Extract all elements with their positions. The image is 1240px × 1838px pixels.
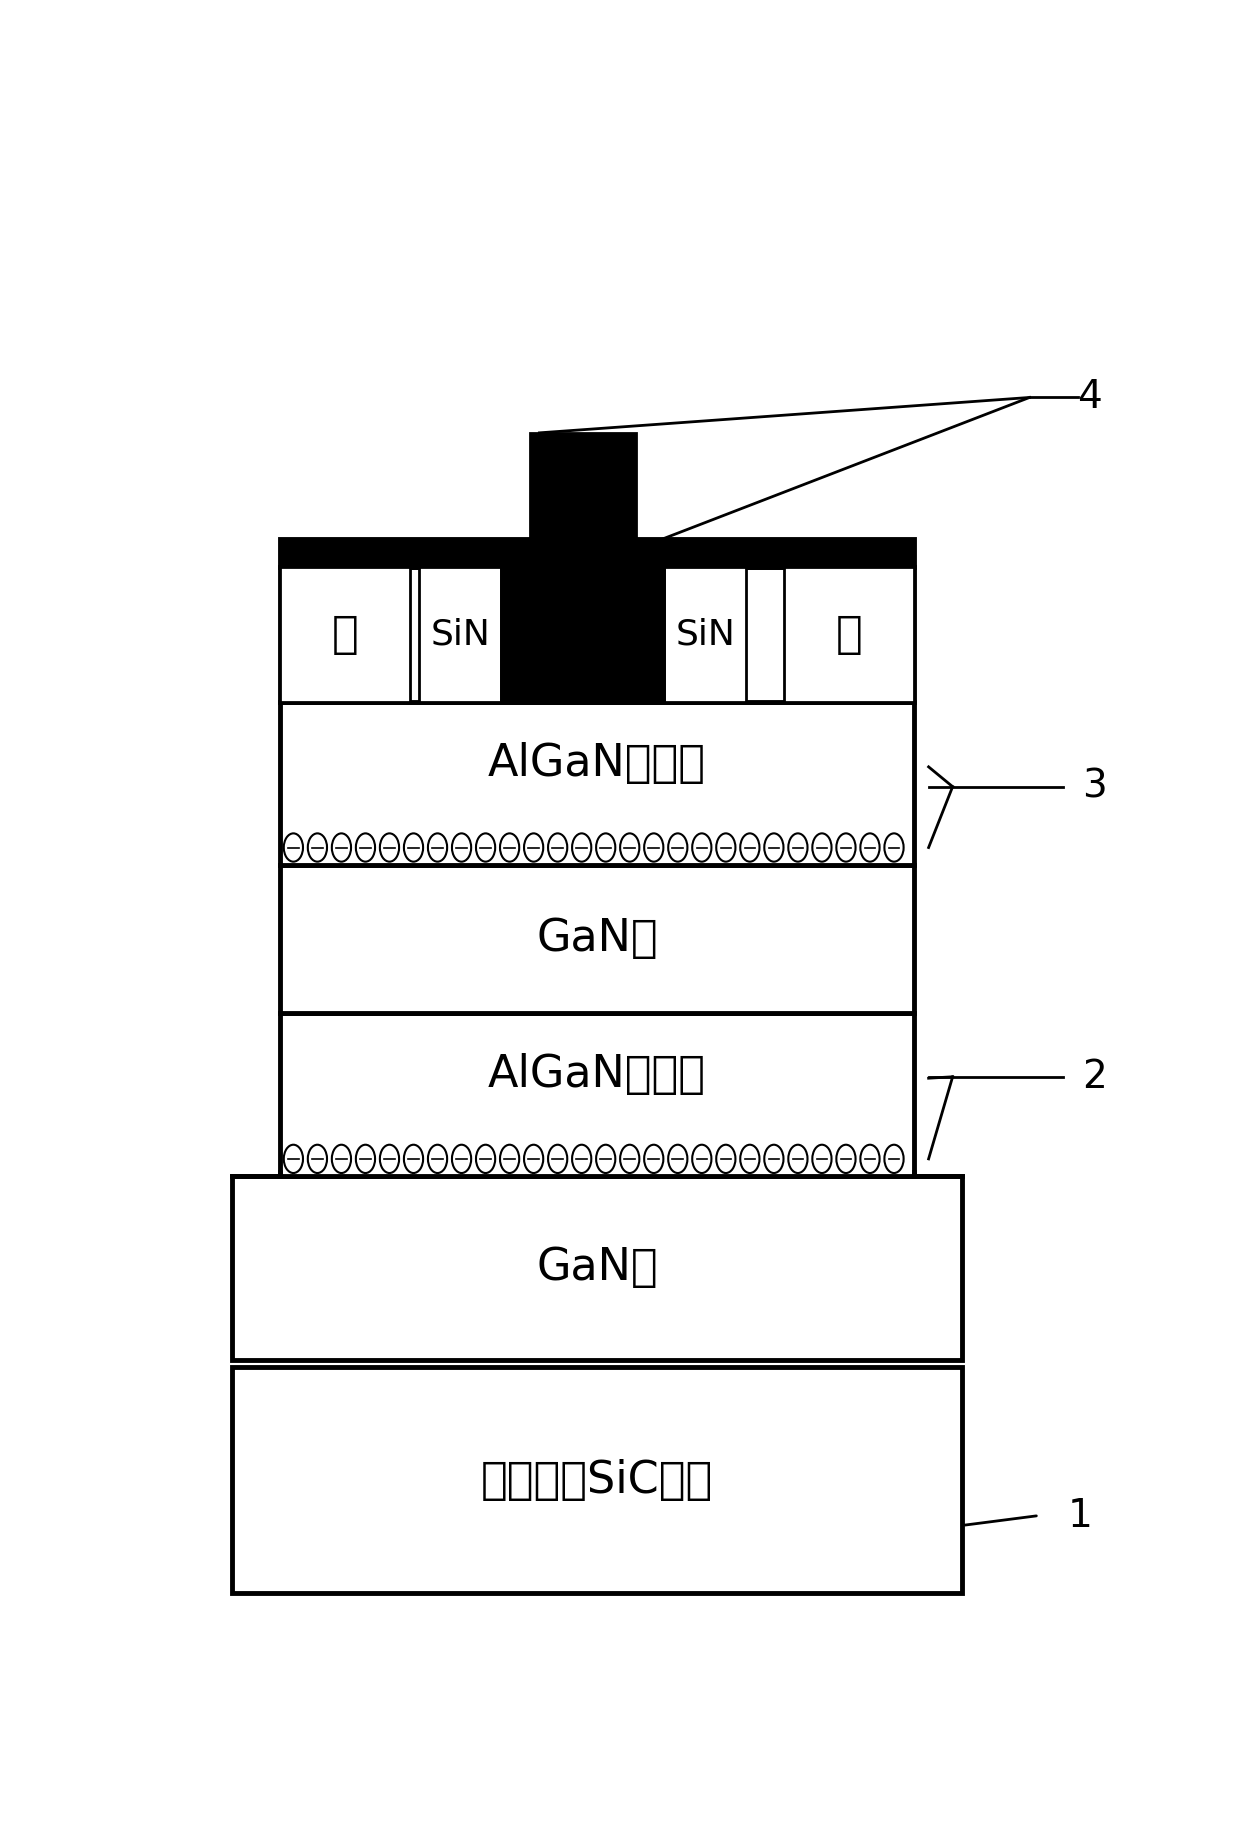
Text: AlGaN势垒层: AlGaN势垒层 [489,1053,706,1097]
Bar [419,568,501,702]
Bar [280,568,409,702]
Text: 蓝宝石或SiC衬底: 蓝宝石或SiC衬底 [481,1459,713,1502]
Bar [785,568,914,702]
Text: 源: 源 [331,614,358,656]
Bar [529,432,635,539]
Text: 2: 2 [1083,1059,1107,1095]
Bar [280,539,914,568]
Text: 1: 1 [1068,1496,1092,1535]
Text: 4: 4 [1078,379,1102,417]
Text: SiN: SiN [430,618,490,651]
Bar [280,702,914,864]
Bar [665,568,746,702]
Text: 漏: 漏 [836,614,863,656]
Bar [280,864,914,1013]
Bar [232,1367,962,1594]
Bar [232,1176,962,1360]
Text: AlGaN势垒层: AlGaN势垒层 [489,743,706,785]
Bar [501,568,665,702]
Text: SiN: SiN [676,618,735,651]
Text: GaN层: GaN层 [536,917,658,959]
Text: GaN层: GaN层 [536,1246,658,1288]
Bar [280,1013,914,1176]
Bar [280,568,914,702]
Text: 3: 3 [1083,768,1107,805]
